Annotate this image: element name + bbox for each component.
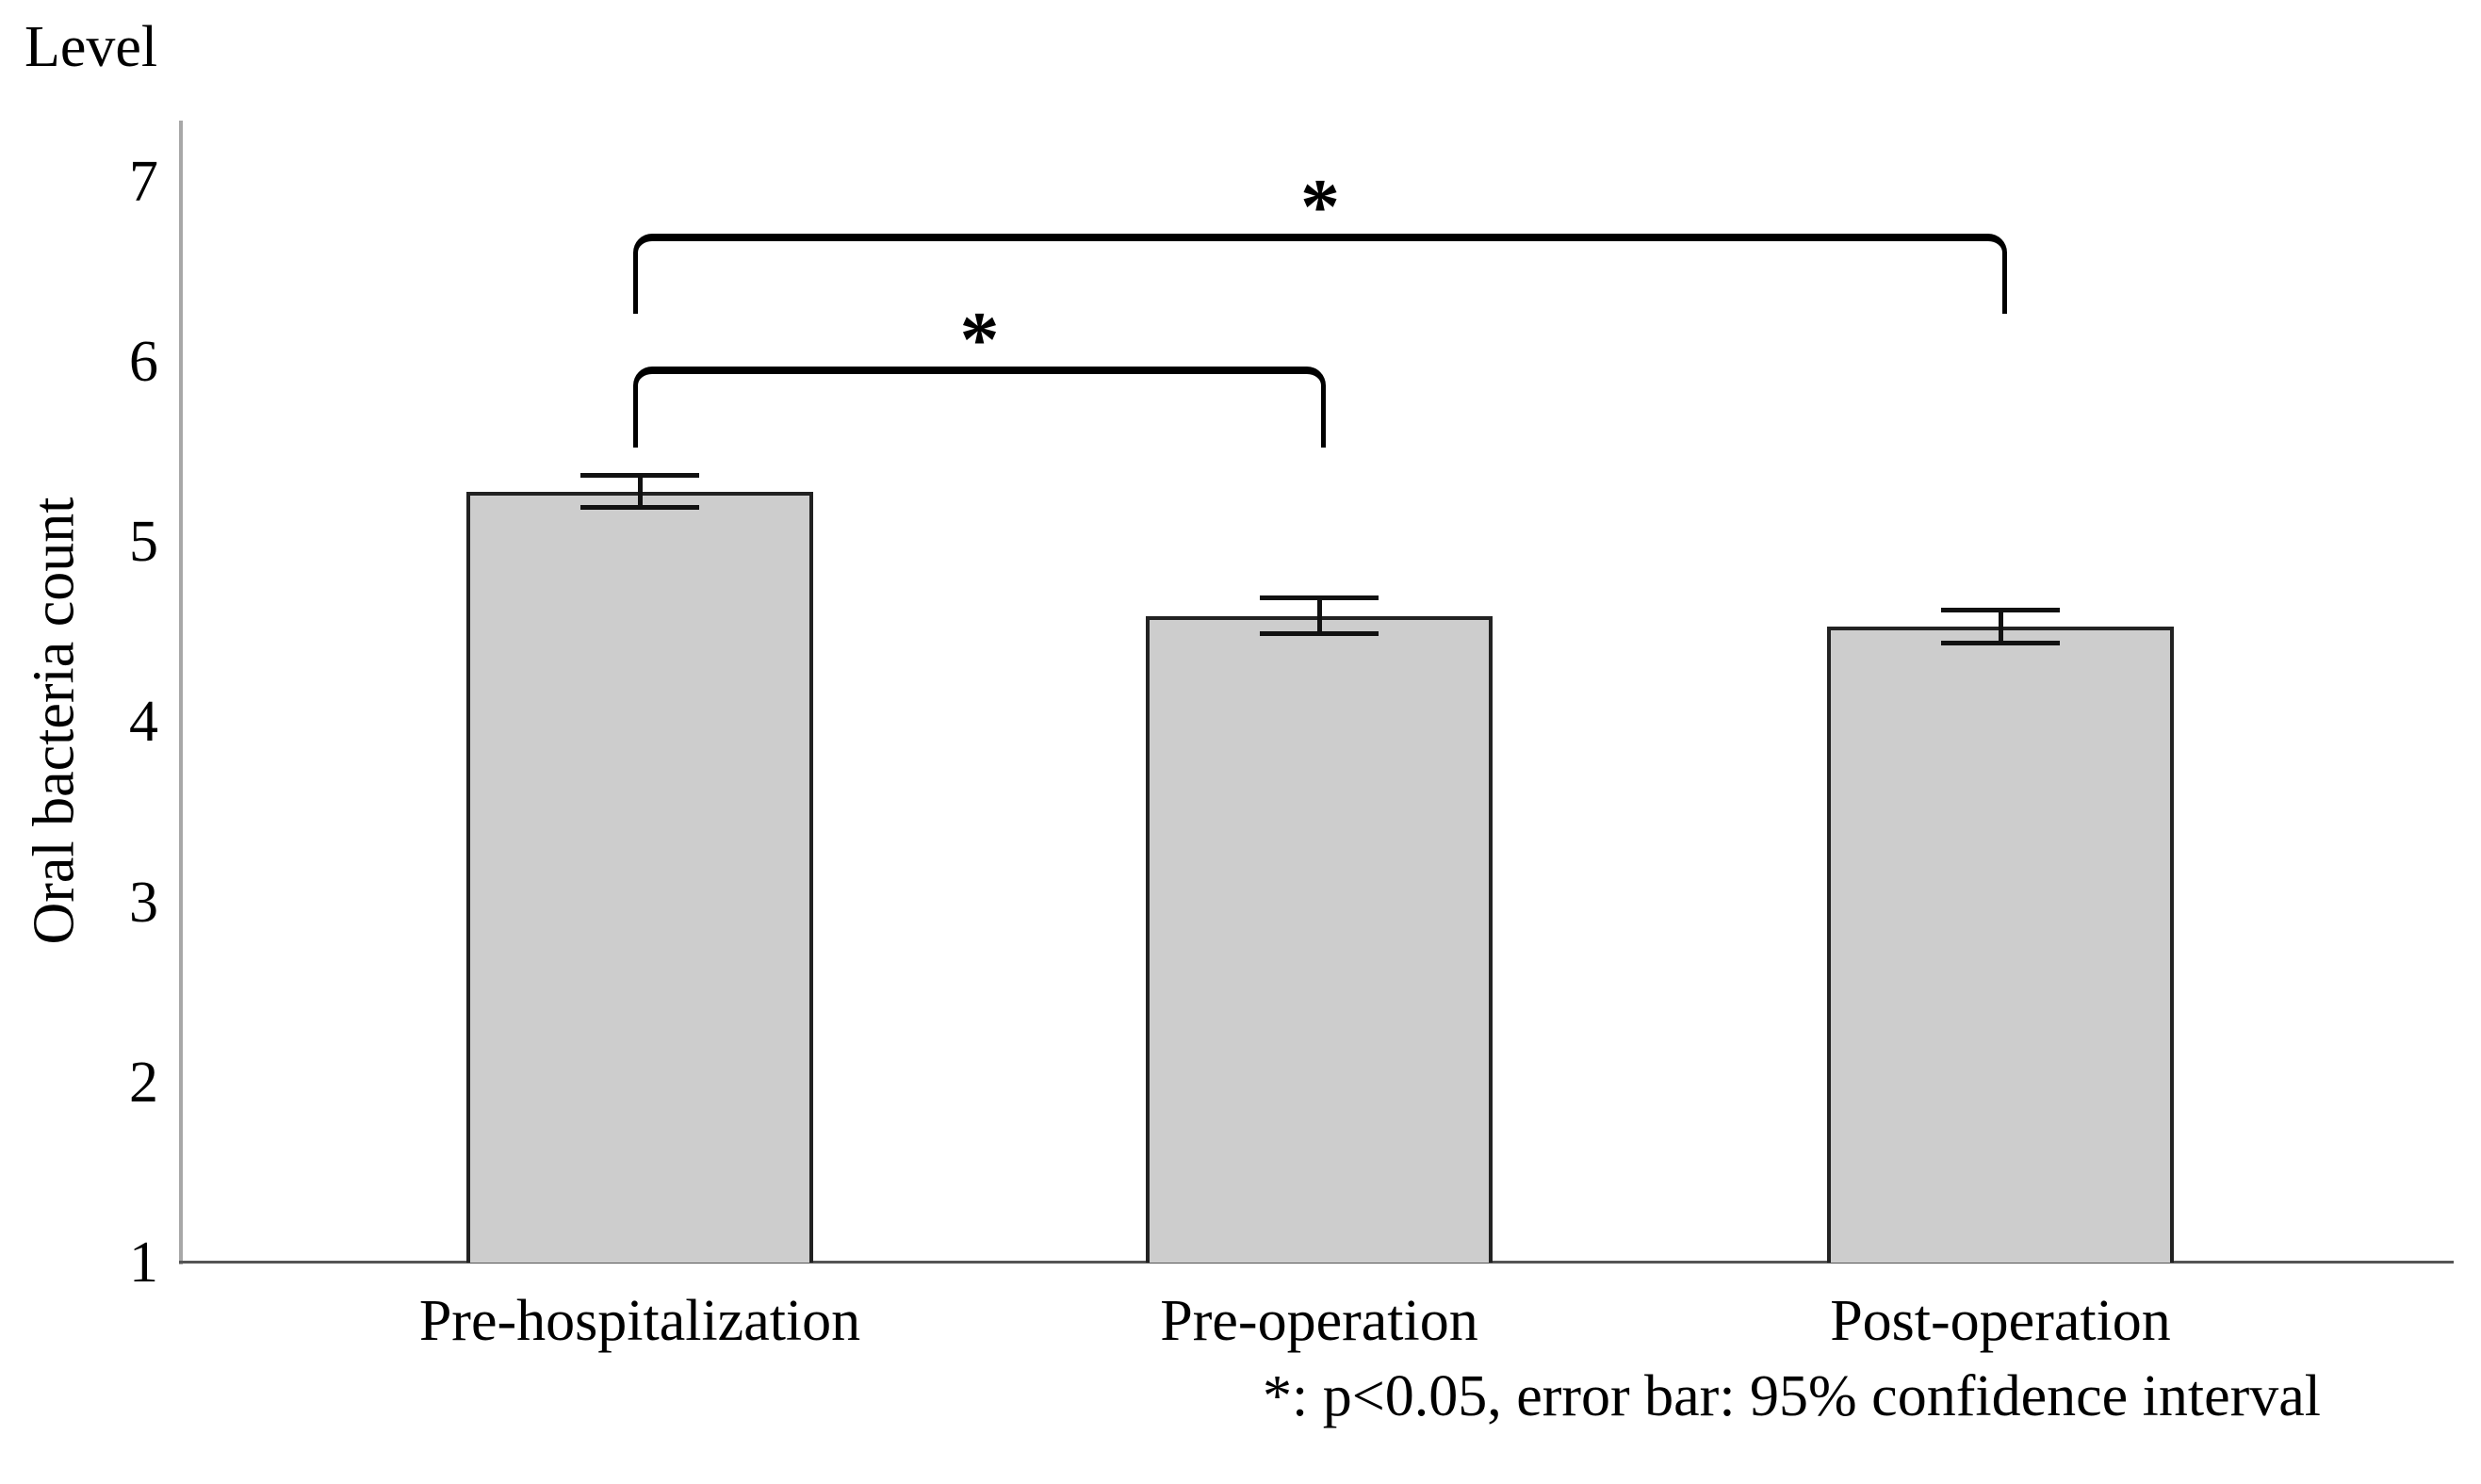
error-bar-line: [1998, 610, 2003, 644]
bar: [466, 491, 813, 1263]
y-tick-label: 7: [129, 149, 158, 214]
x-tick-label: Pre-hospitalization: [418, 1289, 861, 1353]
y-tick-label: 5: [129, 510, 158, 575]
y-axis-line: [179, 121, 183, 1264]
significance-asterisk: *: [1300, 163, 1340, 251]
y-tick-label: 3: [129, 870, 158, 935]
y-tick-label: 6: [129, 330, 158, 394]
error-bar-line: [1316, 597, 1322, 634]
error-bar-line: [637, 475, 643, 508]
footnote: *: p<0.05, error bar: 95% confidence int…: [1263, 1364, 2321, 1428]
error-bar-cap: [1260, 595, 1379, 600]
error-bar-cap: [1941, 640, 2060, 645]
error-bar-cap: [580, 472, 699, 478]
error-bar-cap: [580, 505, 699, 511]
error-bar-cap: [1260, 631, 1379, 637]
y-tick-label: 2: [129, 1050, 158, 1115]
significance-bracket: [633, 234, 2007, 314]
x-tick-label: Pre-operation: [1160, 1289, 1478, 1353]
y-tick-label: 4: [129, 690, 158, 755]
y-axis-unit-label: Level: [24, 15, 158, 79]
error-bar-cap: [1941, 608, 2060, 613]
bar: [1827, 627, 2174, 1263]
significance-asterisk: *: [959, 296, 1000, 383]
x-tick-label: Post-operation: [1830, 1289, 2171, 1353]
y-tick-label: 1: [129, 1231, 158, 1295]
bar: [1146, 615, 1493, 1263]
significance-bracket: [633, 367, 1326, 448]
